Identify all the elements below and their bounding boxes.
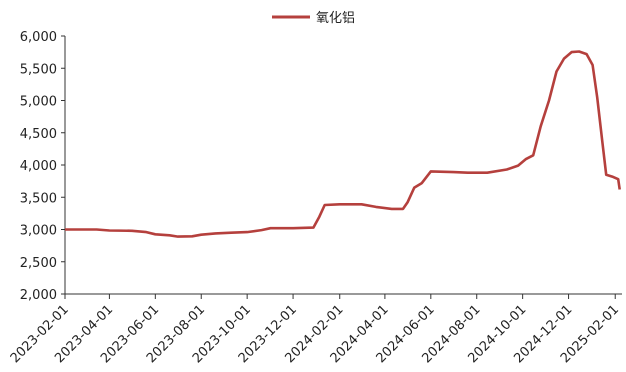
y-tick-label: 4,000 [20, 159, 57, 174]
y-tick-label: 5,500 [20, 62, 57, 77]
y-tick-label: 4,500 [20, 127, 57, 142]
y-tick-label: 6,000 [20, 30, 57, 45]
y-axis-ticks: 2,000 2,500 3,000 3,500 4,000 4,500 5,000 5,500… [20, 30, 65, 303]
series-line-氧化铝 [65, 50, 621, 238]
legend-label: 氧化铝 [316, 11, 355, 26]
y-tick-label: 3,500 [20, 191, 57, 206]
x-axis-ticks: 2023-02-012023-04-012023-06-012023-08-01… [8, 294, 622, 366]
axes [64, 36, 622, 295]
legend: 氧化铝 [272, 11, 355, 26]
y-tick-label: 5,000 [20, 95, 57, 110]
y-tick-label: 2,500 [20, 256, 57, 271]
y-tick-label: 2,000 [20, 288, 57, 303]
y-tick-label: 3,000 [20, 224, 57, 239]
